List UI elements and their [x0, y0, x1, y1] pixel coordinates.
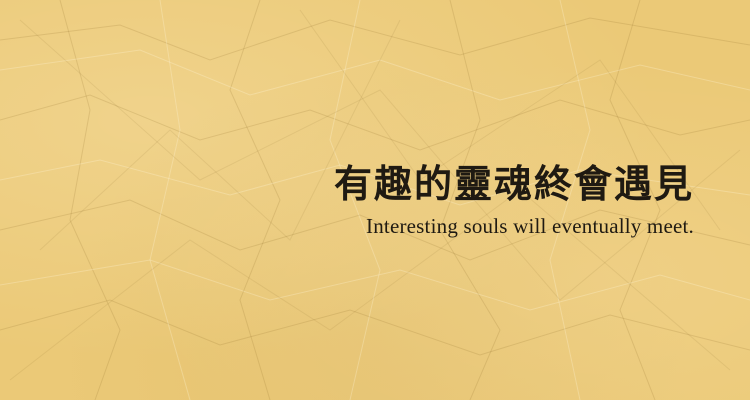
quote-chinese-text: 有趣的靈魂終會遇見: [333, 161, 694, 206]
quote-english-text: Interesting souls will eventually meet.: [366, 214, 694, 238]
quote-block: 有趣的靈魂終會遇見 Interesting souls will eventua…: [334, 160, 694, 240]
